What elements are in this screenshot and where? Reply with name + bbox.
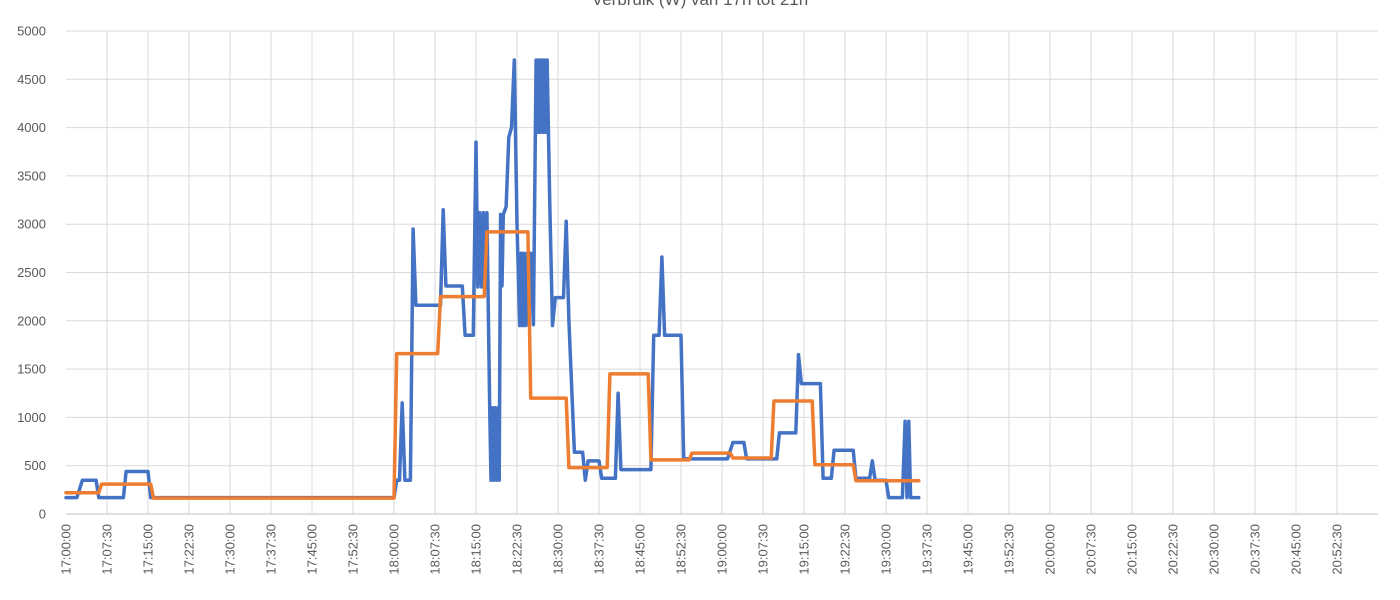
series-line-1: [64, 58, 921, 500]
x-tick-label: 20:07:30: [1084, 524, 1099, 575]
x-tick-label: 18:30:00: [551, 524, 566, 575]
x-tick-label: 17:30:00: [223, 524, 238, 575]
x-tick-label: 18:07:30: [428, 524, 443, 575]
x-tick-label: 20:52:30: [1330, 524, 1345, 575]
x-tick-label: 17:07:30: [100, 524, 115, 575]
y-tick-label: 4000: [17, 120, 46, 135]
y-tick-label: 4500: [17, 72, 46, 87]
y-tick-label: 5000: [17, 24, 46, 39]
x-tick-label: 19:00:00: [715, 524, 730, 575]
x-tick-label: 18:52:30: [674, 524, 689, 575]
x-tick-label: 17:15:00: [141, 524, 156, 575]
x-tick-label: 18:37:30: [592, 524, 607, 575]
x-tick-label: 19:07:30: [756, 524, 771, 575]
series-lines: [64, 58, 921, 500]
x-tick-label: 17:37:30: [264, 524, 279, 575]
x-tick-label: 19:45:00: [961, 524, 976, 575]
x-tick-label: 18:45:00: [633, 524, 648, 575]
y-tick-label: 2000: [17, 313, 46, 328]
x-axis-tick-labels: 17:00:00 17:07:30 17:15:00 17:22:30 17:30:00…: [59, 524, 1345, 575]
y-tick-label: 500: [24, 458, 46, 473]
y-tick-label: 2500: [17, 265, 46, 280]
x-tick-label: 19:37:30: [920, 524, 935, 575]
series-line-2: [64, 230, 921, 500]
x-tick-label: 20:15:00: [1125, 524, 1140, 575]
x-tick-label: 19:15:00: [797, 524, 812, 575]
x-tick-label: 20:37:30: [1248, 524, 1263, 575]
chart-title: Verbruik (W) van 17h tot 21h: [0, 0, 1400, 10]
x-tick-label: 20:30:00: [1207, 524, 1222, 575]
y-tick-label: 3500: [17, 168, 46, 183]
y-tick-label: 0: [39, 507, 46, 522]
x-tick-label: 17:52:30: [346, 524, 361, 575]
x-tick-label: 18:15:00: [469, 524, 484, 575]
x-tick-label: 18:22:30: [510, 524, 525, 575]
y-tick-label: 1500: [17, 362, 46, 377]
y-axis-tick-labels: 0 500 1000 1500 2000 2500 3000 3500 4000 4500 5000: [17, 24, 46, 522]
x-tick-label: 17:22:30: [182, 524, 197, 575]
y-tick-label: 1000: [17, 410, 46, 425]
x-tick-label: 20:22:30: [1166, 524, 1181, 575]
x-tick-label: 17:45:00: [305, 524, 320, 575]
x-tick-label: 19:22:30: [838, 524, 853, 575]
x-tick-label: 19:30:00: [879, 524, 894, 575]
x-tick-label: 20:45:00: [1289, 524, 1304, 575]
x-tick-label: 20:00:00: [1043, 524, 1058, 575]
y-tick-label: 3000: [17, 217, 46, 232]
gridlines: [66, 30, 1378, 514]
x-tick-label: 19:52:30: [1002, 524, 1017, 575]
x-tick-label: 18:00:00: [387, 524, 402, 575]
x-tick-label: 17:00:00: [59, 524, 74, 575]
